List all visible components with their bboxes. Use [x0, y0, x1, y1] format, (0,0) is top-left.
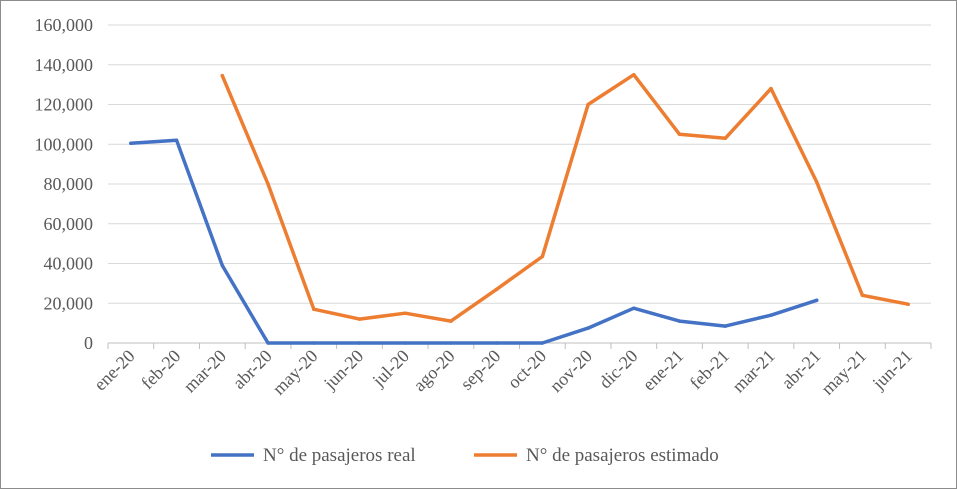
- legend-label: N° de pasajeros real: [263, 445, 416, 466]
- data-point: [312, 307, 316, 311]
- data-point: [677, 319, 682, 323]
- data-point: [220, 73, 225, 78]
- data-point: [266, 182, 270, 186]
- data-point: [312, 341, 316, 345]
- y-tick-label: 140,000: [35, 55, 94, 75]
- data-point: [357, 341, 362, 345]
- x-tick-label: ene-20: [90, 346, 139, 395]
- data-point: [586, 326, 590, 330]
- data-point: [769, 313, 773, 317]
- series-line-1: [220, 72, 910, 323]
- data-point: [677, 132, 682, 137]
- y-tick-label: 0: [84, 333, 93, 353]
- data-point: [357, 317, 362, 321]
- x-tick-label: mar-20: [179, 346, 230, 397]
- x-tick-label: jun-21: [868, 346, 916, 394]
- data-point: [540, 341, 545, 345]
- y-tick-label: 120,000: [35, 95, 94, 115]
- data-point: [494, 341, 499, 345]
- data-point: [494, 287, 499, 292]
- data-point: [723, 324, 727, 328]
- x-tick-label: mar-21: [728, 346, 779, 397]
- x-tick-label: oct-20: [504, 346, 551, 393]
- x-tick-label: jun-20: [319, 346, 367, 394]
- x-tick-label: may-20: [269, 346, 322, 399]
- data-point: [403, 311, 407, 315]
- x-tick-label: jul-20: [368, 346, 413, 391]
- x-tick-label: sep-20: [456, 346, 504, 394]
- data-point: [814, 180, 819, 184]
- data-point: [769, 86, 773, 91]
- legend: N° de pasajeros real N° de pasajeros esti…: [211, 445, 719, 466]
- data-point: [586, 102, 590, 107]
- data-point: [403, 341, 407, 345]
- data-point: [632, 306, 636, 310]
- data-point: [540, 254, 545, 259]
- x-tick-label: feb-21: [686, 346, 733, 393]
- data-point: [632, 72, 636, 77]
- data-point: [860, 293, 865, 298]
- data-point: [129, 141, 133, 146]
- data-point: [814, 298, 819, 303]
- legend-label: N° de pasajeros estimado: [526, 445, 719, 466]
- gridlines: [108, 24, 931, 344]
- x-tick-label: nov-20: [546, 346, 596, 396]
- x-tick-label: may-21: [817, 346, 870, 399]
- y-axis: 0 20,000 40,000 60,000 80,000 100,000 120,000 1…: [35, 15, 94, 353]
- y-tick-label: 60,000: [44, 214, 94, 234]
- data-point: [723, 136, 727, 141]
- data-point: [906, 302, 910, 306]
- series-group: [129, 72, 910, 345]
- y-tick-label: 160,000: [35, 15, 94, 35]
- data-point: [266, 341, 270, 345]
- data-point: [449, 319, 453, 323]
- data-point: [449, 341, 453, 345]
- y-tick-label: 80,000: [44, 174, 94, 194]
- data-point: [174, 138, 179, 143]
- y-tick-label: 100,000: [35, 134, 94, 154]
- data-point: [220, 263, 225, 268]
- y-tick-label: 20,000: [44, 293, 94, 313]
- x-tick-label: ene-21: [639, 346, 688, 395]
- series-line-0: [129, 138, 819, 345]
- y-tick-label: 40,000: [44, 254, 94, 274]
- x-tick-label: dic-20: [595, 346, 642, 393]
- x-tick-label: ago-20: [409, 346, 458, 395]
- x-tick-label: feb-20: [137, 346, 184, 393]
